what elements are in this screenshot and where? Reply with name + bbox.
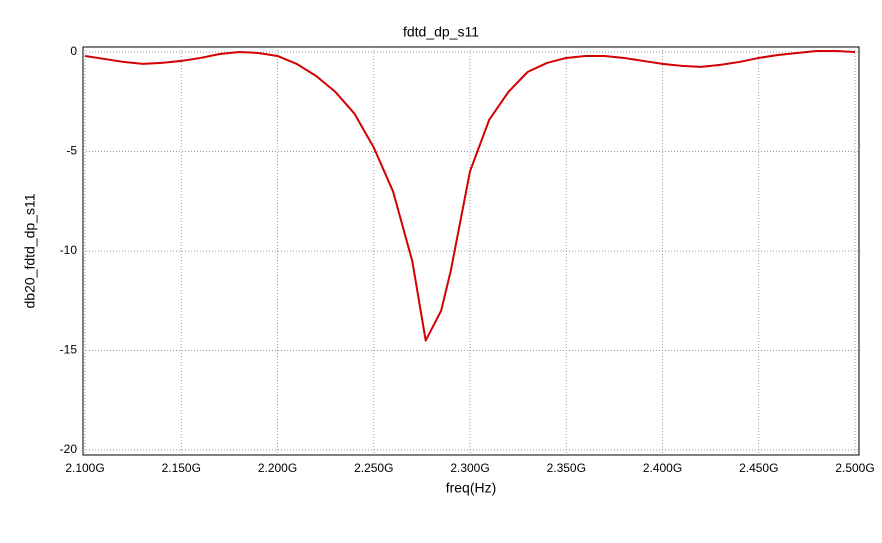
x-tick-label: 2.250G <box>354 461 393 475</box>
y-tick-label: -15 <box>60 343 78 357</box>
data-line <box>84 49 856 342</box>
y-tick-label: -20 <box>60 442 78 456</box>
x-tick-label: 2.100G <box>65 461 104 475</box>
x-tick-label: 2.300G <box>450 461 489 475</box>
y-tick-label: -5 <box>66 144 77 158</box>
x-tick-label: 2.400G <box>643 461 682 475</box>
y-axis-label: db20_fdtd_dp_s11 <box>22 193 38 308</box>
x-tick-label: 2.450G <box>739 461 778 475</box>
x-tick-label: 2.350G <box>547 461 586 475</box>
chart-title: fdtd_dp_s11 <box>403 24 479 40</box>
y-tick-label: 0 <box>70 44 77 58</box>
x-tick-label: 2.200G <box>258 461 297 475</box>
y-tick-label: -10 <box>60 243 78 257</box>
x-axis-label: freq(Hz) <box>446 480 497 496</box>
x-tick-label: 2.150G <box>162 461 201 475</box>
x-tick-label: 2.500G <box>835 461 874 475</box>
